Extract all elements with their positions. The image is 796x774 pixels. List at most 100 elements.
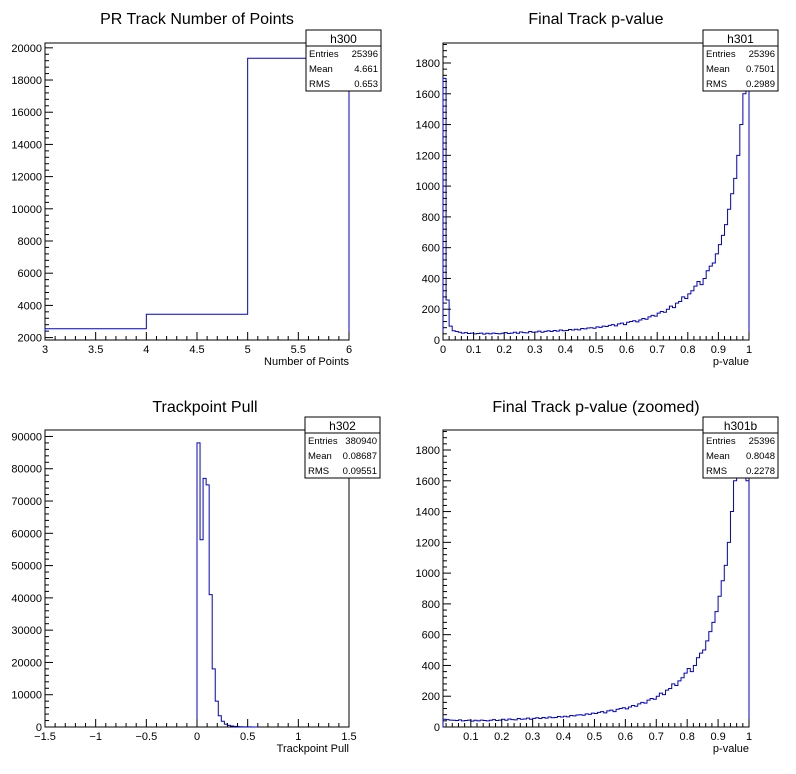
- stats-value: 380940: [345, 436, 377, 447]
- stats-label: RMS: [706, 79, 727, 90]
- x-tick-label: −0.5: [135, 731, 157, 743]
- stats-value: 0.2989: [746, 79, 775, 90]
- y-tick-label: 600: [422, 630, 440, 642]
- histogram-bin: [650, 699, 653, 727]
- x-tick-label: 0.6: [619, 344, 634, 356]
- y-tick-label: 200: [422, 304, 440, 316]
- histogram-bin: [730, 512, 733, 727]
- y-tick-label: 10000: [11, 204, 42, 216]
- stats-box: h300 Entries 25396 Mean 4.661 RMS 0.653: [305, 29, 382, 92]
- histogram-bin: [725, 225, 728, 340]
- y-tick-label: 0: [434, 335, 440, 347]
- y-tick-label: 1000: [416, 181, 440, 193]
- histogram-bin: [721, 581, 724, 727]
- histogram-panel-3: Trackpoint Pull−1.5 −1 −0.5 0 0.5 1 1.5Trackpo…: [11, 399, 381, 755]
- histogram-line: [442, 77, 750, 340]
- x-tick-label: 0: [194, 731, 200, 743]
- stats-value: 25396: [352, 49, 378, 60]
- histogram-bin: [734, 178, 737, 340]
- y-tick-label: 6000: [18, 268, 42, 280]
- histogram-bin: [647, 700, 650, 727]
- y-tick-label: 80000: [11, 464, 42, 476]
- histogram-bin: [248, 58, 349, 340]
- histogram-bin: [669, 689, 672, 727]
- x-tick-label: 0.2: [497, 344, 512, 356]
- y-tick-label: 14000: [11, 139, 42, 151]
- y-tick-label: 10000: [11, 690, 42, 702]
- chart-title: PR Track Number of Points: [100, 11, 294, 28]
- stats-value: 0.8048: [746, 451, 775, 462]
- y-tick-label: 400: [422, 660, 440, 672]
- y-tick-label: 70000: [11, 496, 42, 508]
- histogram-bin: [662, 695, 665, 727]
- x-tick-label: 0.1: [466, 344, 481, 356]
- y-tick-label: 200: [422, 691, 440, 703]
- x-tick-label: 0.5: [587, 731, 602, 743]
- y-tick-label: 600: [422, 243, 440, 255]
- histogram-bin: [684, 673, 687, 727]
- stats-value: 4.661: [354, 64, 378, 75]
- histogram-bin: [693, 665, 696, 727]
- stats-box: h301 Entries 25396 Mean 0.7501 RMS 0.2989: [702, 29, 779, 92]
- histogram-line: [442, 457, 750, 727]
- x-tick-label: 0.6: [618, 731, 633, 743]
- histogram-bin: [200, 540, 203, 727]
- x-tick-label: 0.9: [710, 731, 725, 743]
- histogram-bin: [709, 632, 712, 727]
- histogram-bin: [721, 235, 724, 340]
- x-tick-label: 0.4: [556, 731, 571, 743]
- histogram-bin: [715, 612, 718, 727]
- stats-box-frame: [305, 29, 382, 92]
- y-tick-label: 1800: [416, 445, 440, 457]
- histogram-bin: [682, 297, 685, 340]
- x-tick-label: 3.5: [88, 344, 103, 356]
- stats-label: Mean: [308, 451, 332, 462]
- histogram-bin: [734, 481, 737, 727]
- x-tick-label: 0.7: [650, 344, 665, 356]
- histogram-bin: [663, 312, 666, 340]
- x-tick-label: 1: [295, 731, 301, 743]
- y-tick-label: 40000: [11, 593, 42, 605]
- y-tick-label: 20000: [11, 43, 42, 55]
- y-tick-label: 1200: [416, 150, 440, 162]
- y-tick-label: 0: [36, 722, 42, 734]
- x-tick-label: 0.3: [525, 731, 540, 743]
- stats-label: Entries: [706, 436, 736, 447]
- x-tick-label: 1: [746, 344, 752, 356]
- stats-box-frame: [304, 416, 381, 479]
- y-tick-label: 1600: [416, 476, 440, 488]
- histogram-bin: [676, 303, 679, 340]
- histogram-bin: [679, 302, 682, 340]
- x-tick-label: 0.8: [680, 731, 695, 743]
- histogram-bin: [659, 693, 662, 727]
- histogram-bin: [673, 308, 676, 340]
- x-tick-label: 0: [440, 344, 446, 356]
- x-tick-label: 1.5: [341, 731, 356, 743]
- histogram-bin: [660, 312, 663, 340]
- stats-value: 0.09551: [343, 466, 377, 477]
- histogram-bin: [700, 653, 703, 727]
- histogram-bin: [703, 650, 706, 727]
- x-tick-label: 3: [42, 344, 48, 356]
- y-tick-label: 1400: [416, 120, 440, 132]
- stats-label: Entries: [706, 49, 736, 60]
- x-tick-label: 6: [346, 344, 352, 356]
- histogram-bin: [728, 209, 731, 340]
- y-tick-label: 1800: [416, 58, 440, 70]
- x-tick-label: −1.5: [34, 731, 56, 743]
- histogram-bin: [737, 473, 740, 727]
- histogram-bin: [697, 282, 700, 340]
- stats-label: RMS: [309, 79, 330, 90]
- stats-value: 0.08687: [343, 451, 377, 462]
- histogram-bin: [727, 542, 730, 727]
- histogram-bin: [706, 641, 709, 727]
- histogram-bin: [718, 245, 721, 340]
- histogram-bin: [712, 263, 715, 340]
- stats-box: h302 Entries 380940 Mean 0.08687 RMS 0.09551: [304, 416, 381, 479]
- histogram-bin: [712, 622, 715, 727]
- histogram-bin: [743, 458, 746, 727]
- y-tick-label: 16000: [11, 107, 42, 119]
- x-tick-label: 0.7: [649, 731, 664, 743]
- histogram-bin: [694, 286, 697, 340]
